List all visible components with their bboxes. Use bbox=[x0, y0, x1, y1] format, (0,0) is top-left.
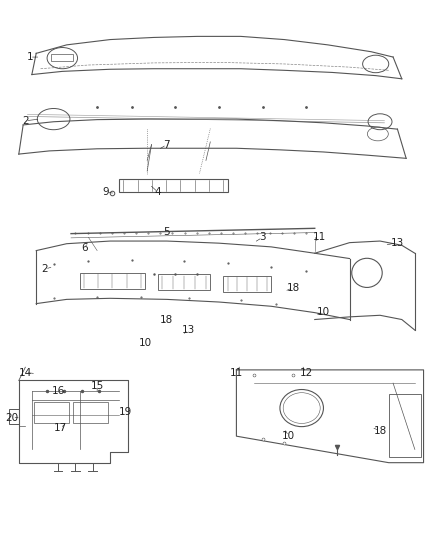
Text: 5: 5 bbox=[163, 227, 170, 237]
Text: 2: 2 bbox=[22, 116, 28, 126]
Text: 15: 15 bbox=[91, 381, 104, 391]
Text: 18: 18 bbox=[160, 314, 173, 325]
Text: 11: 11 bbox=[312, 232, 326, 243]
Text: 6: 6 bbox=[81, 243, 88, 253]
Bar bbox=[223, 276, 271, 292]
Bar bbox=[34, 402, 69, 423]
Text: 12: 12 bbox=[300, 368, 313, 377]
Text: 9: 9 bbox=[102, 187, 109, 197]
Text: 17: 17 bbox=[53, 423, 67, 433]
Text: 3: 3 bbox=[259, 232, 266, 243]
Text: 2: 2 bbox=[42, 264, 48, 274]
Bar bbox=[80, 273, 145, 289]
Text: 4: 4 bbox=[155, 187, 161, 197]
Text: 11: 11 bbox=[230, 368, 243, 377]
Bar bbox=[158, 274, 210, 290]
Bar bbox=[51, 54, 73, 61]
Text: 18: 18 bbox=[374, 426, 387, 436]
Text: 14: 14 bbox=[19, 368, 32, 377]
Text: 10: 10 bbox=[282, 431, 295, 441]
Bar bbox=[9, 409, 19, 424]
Text: 1: 1 bbox=[26, 52, 33, 62]
Text: 20: 20 bbox=[6, 413, 19, 423]
Text: 13: 13 bbox=[391, 238, 404, 248]
Text: 13: 13 bbox=[182, 325, 195, 335]
Text: 19: 19 bbox=[119, 407, 132, 417]
Text: 7: 7 bbox=[163, 140, 170, 150]
Text: 16: 16 bbox=[51, 386, 64, 396]
Text: 10: 10 bbox=[317, 306, 330, 317]
Bar bbox=[73, 402, 108, 423]
Text: 18: 18 bbox=[286, 282, 300, 293]
Bar bbox=[119, 179, 228, 192]
Text: 10: 10 bbox=[138, 338, 152, 349]
Bar bbox=[389, 394, 421, 457]
